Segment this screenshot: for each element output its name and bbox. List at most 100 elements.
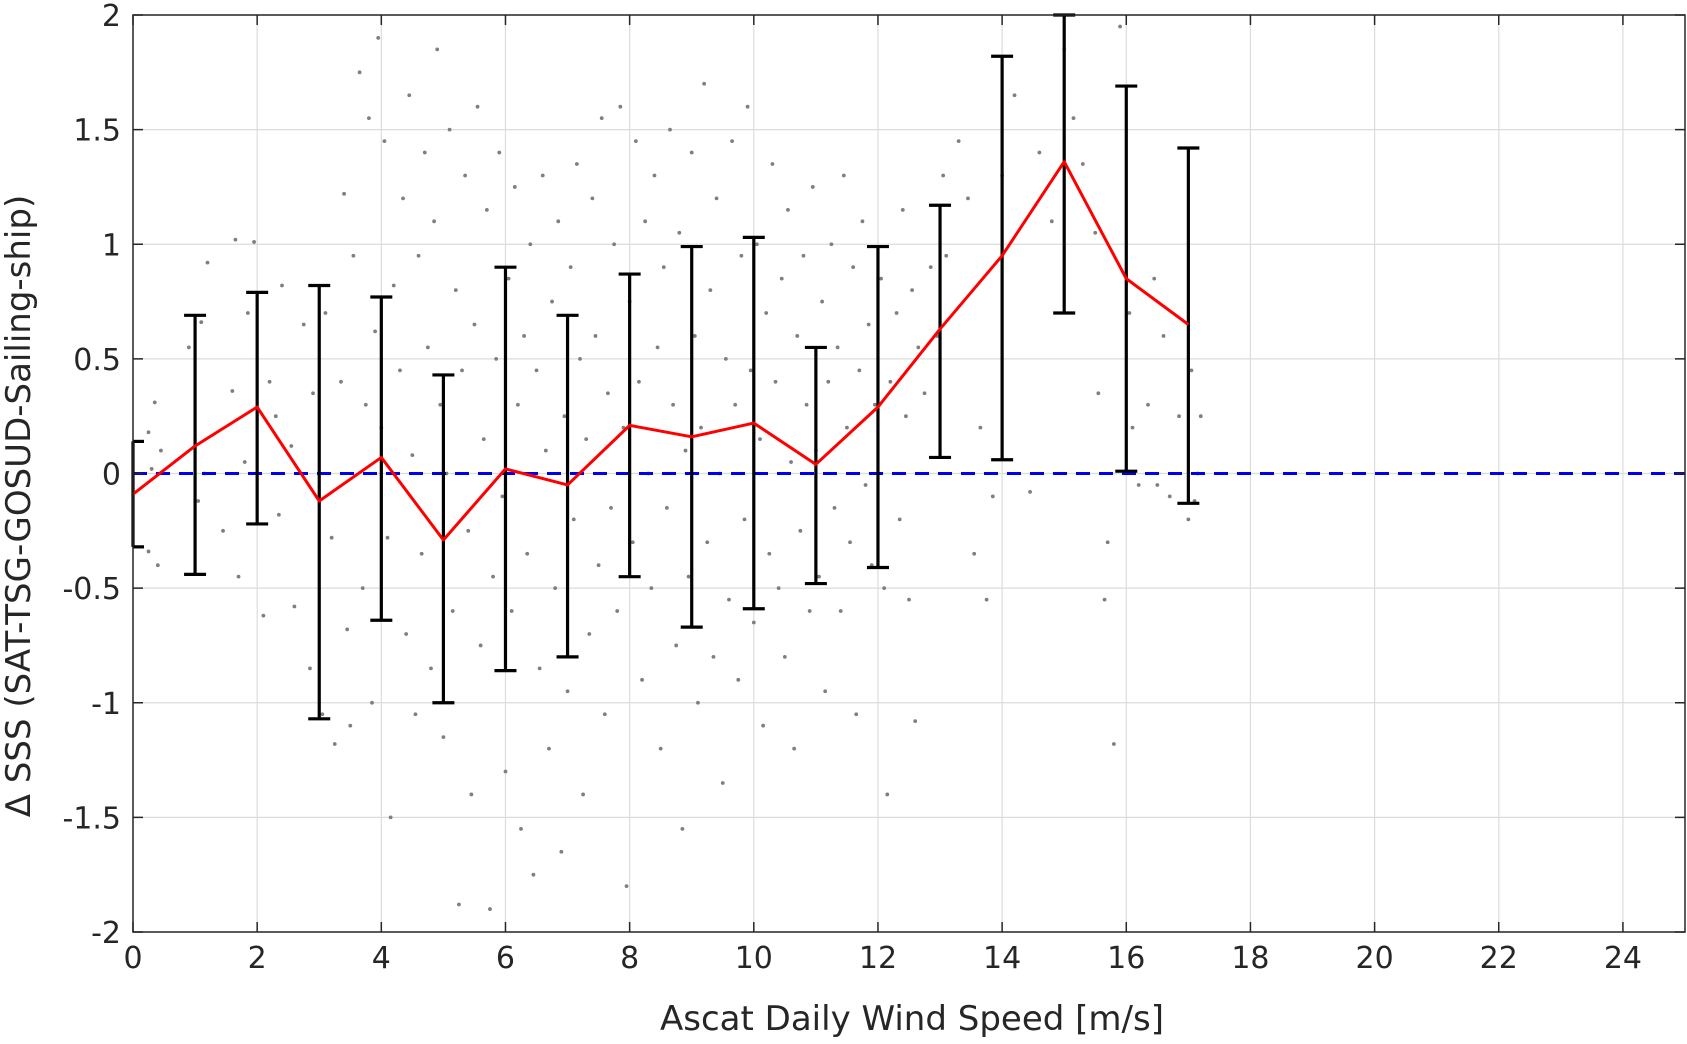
- scatter-point: [978, 425, 983, 430]
- scatter-point: [854, 712, 859, 717]
- scatter-point: [609, 505, 613, 510]
- scatter-point: [435, 47, 440, 52]
- scatter-point: [186, 345, 191, 350]
- scatter-point: [714, 196, 719, 201]
- scatter-point: [478, 643, 483, 648]
- scatter-point: [845, 425, 849, 430]
- scatter-point: [1186, 517, 1191, 522]
- scatter-point: [370, 700, 374, 705]
- scatter-point: [531, 872, 536, 877]
- scatter-point: [810, 185, 815, 189]
- scatter-point: [798, 528, 803, 533]
- scatter-point: [1189, 368, 1194, 373]
- x-tick-label: 10: [735, 941, 773, 976]
- scatter-point: [795, 334, 800, 338]
- scatter-point: [773, 379, 778, 384]
- scatter-point: [863, 483, 868, 487]
- mean-line: [132, 160, 1190, 542]
- scatter-point: [686, 574, 691, 579]
- scatter-point: [329, 535, 334, 540]
- scatter-point: [1093, 230, 1098, 235]
- scatter-point: [804, 402, 809, 407]
- scatter-point: [280, 283, 284, 288]
- scatter-point: [630, 540, 635, 545]
- y-tick-label: 0: [102, 458, 121, 493]
- scatter-point: [1049, 219, 1054, 224]
- scatter-point: [615, 609, 620, 613]
- scatter-point: [196, 499, 201, 503]
- scatter-point: [689, 150, 694, 155]
- scatter-point: [301, 322, 306, 327]
- scatter-point: [457, 902, 461, 907]
- scatter-point: [941, 173, 946, 178]
- scatter-point: [553, 586, 558, 591]
- scatter-point: [242, 460, 247, 464]
- scatter-point: [900, 207, 905, 212]
- scatter-point: [742, 517, 747, 522]
- x-tick-label: 18: [1231, 941, 1269, 976]
- scatter-point: [149, 467, 154, 471]
- scatter-point: [907, 597, 911, 602]
- scatter-point: [1167, 494, 1172, 499]
- scatter-point: [373, 329, 378, 334]
- scatter-point: [792, 746, 797, 751]
- scatter-point: [866, 322, 871, 327]
- scatter-point: [826, 379, 831, 384]
- x-tick-label: 14: [983, 941, 1021, 976]
- scatter-point: [770, 162, 775, 166]
- scatter-point: [410, 453, 415, 458]
- x-tick-label: 8: [620, 941, 639, 976]
- scatter-point: [857, 368, 862, 373]
- scatter-point: [838, 609, 843, 613]
- scatter-point: [519, 826, 523, 831]
- scatter-point: [1177, 414, 1181, 419]
- scatter-point: [515, 402, 520, 407]
- scatter-point: [1028, 489, 1032, 494]
- x-tick-label: 4: [372, 941, 391, 976]
- scatter-point: [1037, 150, 1042, 155]
- scatter-point: [922, 391, 927, 396]
- scatter-point: [466, 528, 471, 533]
- scatter-point: [1152, 276, 1157, 281]
- scatter-point: [497, 150, 502, 155]
- scatter-point: [612, 242, 617, 247]
- scatter-point: [633, 139, 638, 143]
- scatter-point: [413, 712, 418, 717]
- scatter-point: [1080, 162, 1085, 166]
- scatter-point: [419, 551, 424, 556]
- scatter-point: [664, 505, 669, 510]
- scatter-point: [1102, 597, 1107, 602]
- scatter-point: [146, 549, 151, 554]
- x-tick-label: 20: [1356, 941, 1394, 976]
- scatter-point: [643, 219, 648, 224]
- scatter-point: [894, 311, 899, 315]
- scatter-point: [674, 643, 679, 648]
- scatter-point: [432, 219, 436, 224]
- scatter-point: [587, 632, 592, 636]
- scatter-point: [401, 196, 405, 201]
- scatter-point: [1071, 116, 1076, 121]
- scatter-point: [311, 391, 315, 396]
- scatter-point: [885, 792, 890, 797]
- scatter-point: [1161, 334, 1166, 338]
- scatter-point: [640, 677, 644, 682]
- scatter-point: [727, 597, 731, 602]
- scatter-point: [751, 620, 756, 625]
- scatter-point: [649, 586, 654, 591]
- scatter-point: [503, 769, 508, 774]
- scatter-point: [323, 311, 328, 315]
- scatter-point: [879, 276, 883, 281]
- scatter-point: [388, 815, 393, 820]
- scatter-point: [292, 604, 297, 609]
- scatter-point: [606, 391, 610, 396]
- x-tick-label: 2: [248, 941, 267, 976]
- scatter-point: [984, 597, 989, 602]
- scatter-point: [348, 723, 353, 728]
- y-tick-label: 1.5: [73, 114, 121, 149]
- y-tick-label: -2: [91, 916, 121, 951]
- scatter-point: [382, 139, 387, 143]
- scatter-point: [320, 712, 325, 717]
- scatter-point: [711, 655, 716, 659]
- scatter-point: [1111, 742, 1116, 746]
- scatter-point: [913, 719, 918, 723]
